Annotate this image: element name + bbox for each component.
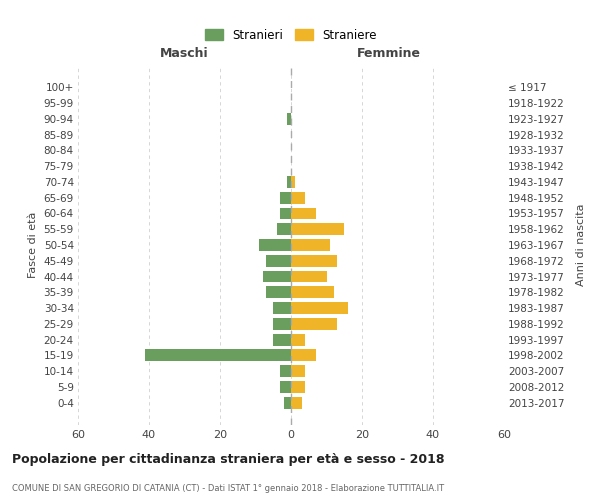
Bar (291, 318, 337, 330)
Bar (291, 286, 334, 298)
Text: COMUNE DI SAN GREGORIO DI CATANIA (CT) - Dati ISTAT 1° gennaio 2018 - Elaborazio: COMUNE DI SAN GREGORIO DI CATANIA (CT) -… (12, 484, 444, 493)
Bar (291, 302, 348, 314)
Bar (287, 113, 291, 124)
Bar (291, 350, 316, 362)
Bar (291, 366, 305, 377)
Bar (277, 224, 291, 235)
Bar (280, 366, 291, 377)
Text: Maschi: Maschi (160, 46, 209, 60)
Bar (291, 334, 305, 345)
Bar (273, 318, 291, 330)
Bar (259, 239, 291, 251)
Text: Femmine: Femmine (357, 46, 421, 60)
Bar (291, 381, 305, 393)
Bar (280, 381, 291, 393)
Bar (291, 270, 326, 282)
Bar (291, 224, 344, 235)
Legend: Stranieri, Straniere: Stranieri, Straniere (200, 24, 382, 46)
Bar (291, 239, 330, 251)
Bar (145, 350, 291, 362)
Bar (287, 176, 291, 188)
Text: Popolazione per cittadinanza straniera per età e sesso - 2018: Popolazione per cittadinanza straniera p… (12, 452, 445, 466)
Bar (263, 270, 291, 282)
Bar (291, 208, 316, 220)
Bar (284, 397, 291, 408)
Bar (266, 255, 291, 266)
Bar (291, 192, 305, 203)
Bar (291, 255, 337, 266)
Bar (273, 334, 291, 345)
Bar (291, 397, 302, 408)
Bar (280, 208, 291, 220)
Bar (280, 192, 291, 203)
Y-axis label: Anni di nascita: Anni di nascita (576, 204, 586, 286)
Y-axis label: Fasce di età: Fasce di età (28, 212, 38, 278)
Bar (266, 286, 291, 298)
Bar (291, 176, 295, 188)
Bar (273, 302, 291, 314)
